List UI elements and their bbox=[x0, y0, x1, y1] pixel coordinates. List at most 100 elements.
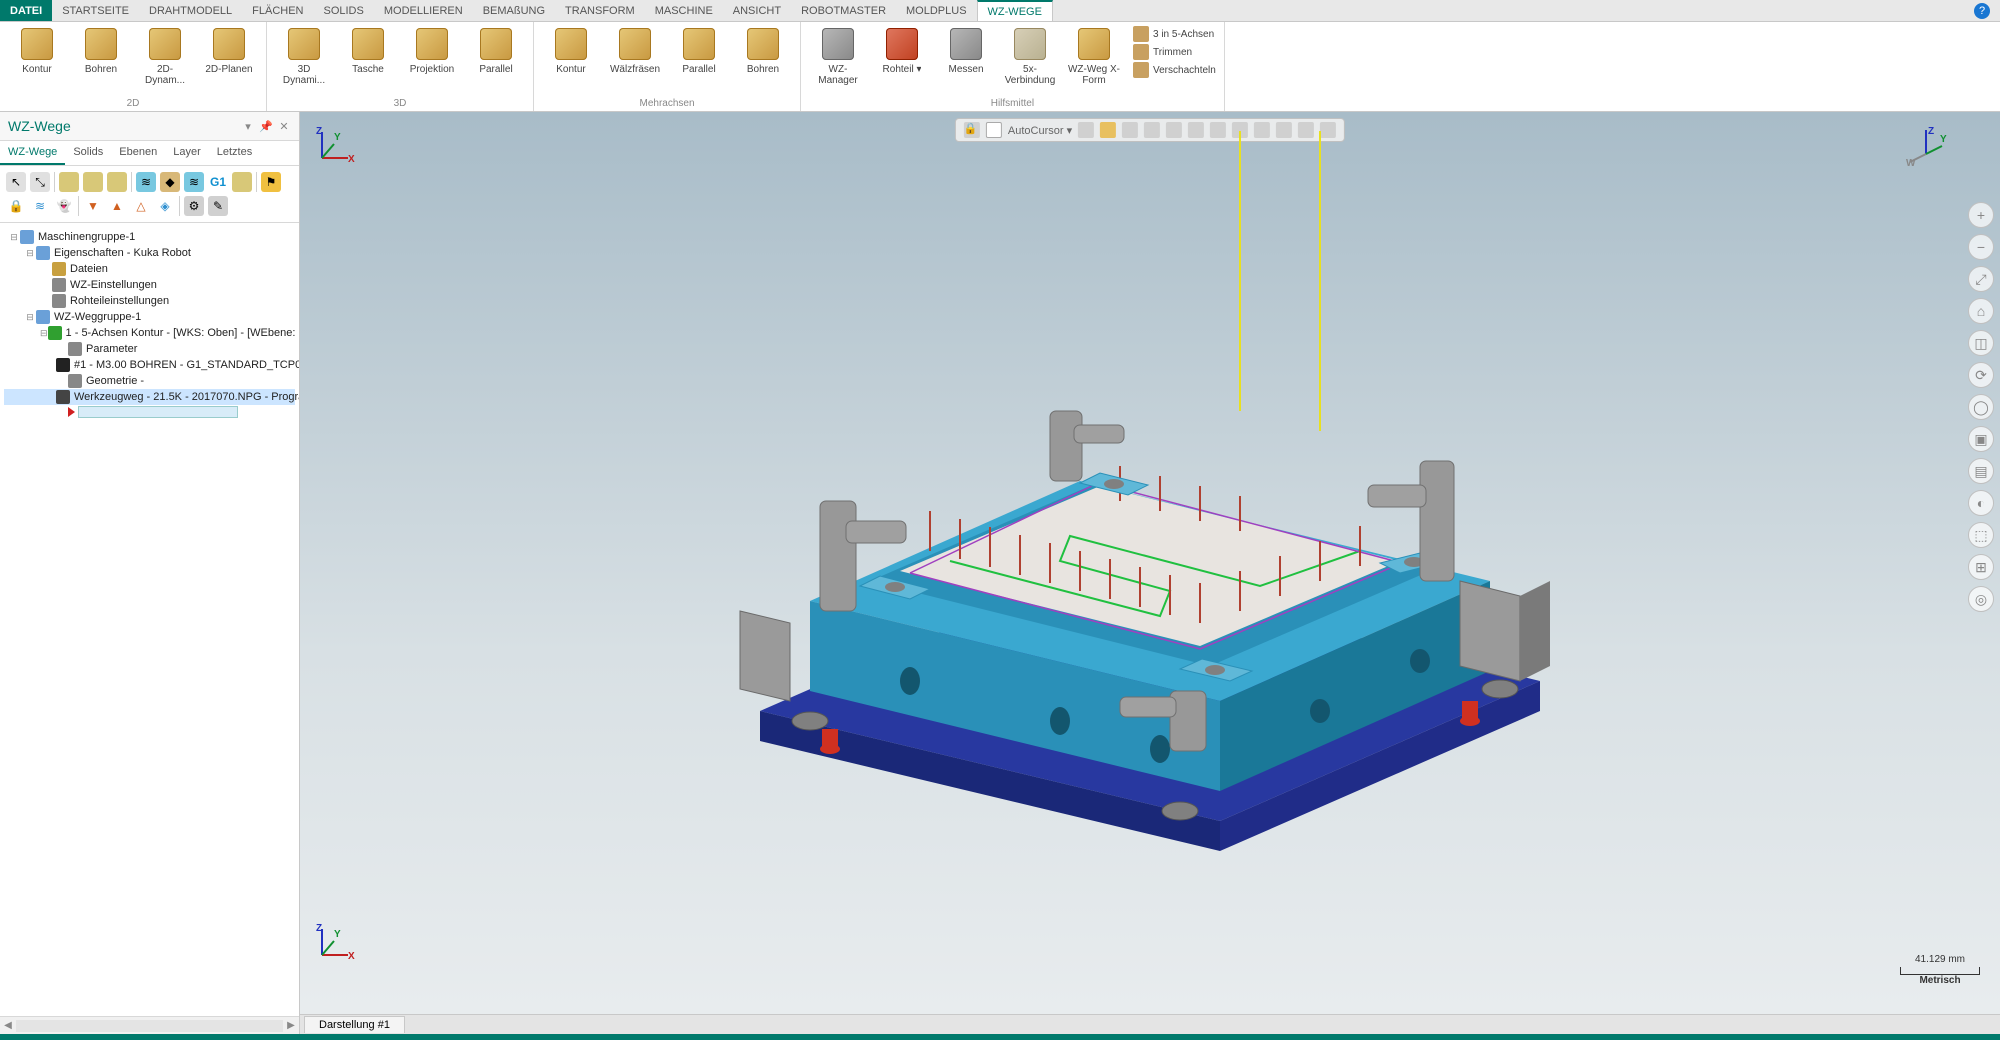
tree-row[interactable]: Rohteileinstellungen bbox=[4, 293, 295, 309]
tree-row[interactable]: ⊟Eigenschaften - Kuka Robot bbox=[4, 245, 295, 261]
tree-row[interactable]: Werkzeugweg - 21.5K - 2017070.NPG - Prog… bbox=[4, 389, 295, 405]
tb-tool3-icon[interactable] bbox=[107, 172, 127, 192]
tree-row[interactable]: Parameter bbox=[4, 341, 295, 357]
right-tool-1[interactable]: − bbox=[1968, 234, 1994, 260]
right-tool-8[interactable]: ▤ bbox=[1968, 458, 1994, 484]
tree-expand-icon[interactable]: ⊟ bbox=[40, 328, 48, 339]
viewport-tab-1[interactable]: Darstellung #1 bbox=[304, 1016, 405, 1033]
sidebar-close-icon[interactable]: ✕ bbox=[277, 119, 291, 133]
tt-cursor-icon[interactable] bbox=[986, 122, 1002, 138]
tt-i6-icon[interactable] bbox=[1188, 122, 1204, 138]
tb-flag-icon[interactable]: ⚑ bbox=[261, 172, 281, 192]
sidebar-tab-layer[interactable]: Layer bbox=[165, 141, 209, 165]
menu-tab-maschine[interactable]: MASCHINE bbox=[645, 0, 723, 21]
tb-wave1-icon[interactable]: ≋ bbox=[136, 172, 156, 192]
ribbon-btn-bohren[interactable]: Bohren bbox=[72, 26, 130, 75]
right-tool-10[interactable]: ⬚ bbox=[1968, 522, 1994, 548]
right-tool-11[interactable]: ⊞ bbox=[1968, 554, 1994, 580]
menu-tab-robotmaster[interactable]: ROBOTMASTER bbox=[791, 0, 896, 21]
tree-expand-icon[interactable]: ⊟ bbox=[24, 248, 36, 259]
ribbon-side-verschachteln[interactable]: Verschachteln bbox=[1133, 62, 1216, 78]
ribbon-btn-wz-weg-x-form[interactable]: WZ-Weg X-Form bbox=[1065, 26, 1123, 86]
tb-select-icon[interactable]: ↖ bbox=[6, 172, 26, 192]
ribbon-btn-2d-planen[interactable]: 2D-Planen bbox=[200, 26, 258, 75]
tb-tool4-icon[interactable] bbox=[232, 172, 252, 192]
ribbon-btn-w-lzfr-sen[interactable]: Wälzfräsen bbox=[606, 26, 664, 75]
autocursor-label[interactable]: AutoCursor ▾ bbox=[1008, 124, 1072, 137]
tb-wave4-icon[interactable]: ≋ bbox=[30, 196, 50, 216]
viewport-3d[interactable]: 🔒 AutoCursor ▾ Z X bbox=[300, 112, 2000, 1014]
right-tool-2[interactable]: ⤢ bbox=[1968, 266, 1994, 292]
sidebar-tab-ebenen[interactable]: Ebenen bbox=[111, 141, 165, 165]
tb-lock-icon[interactable]: 🔒 bbox=[6, 196, 26, 216]
tb-tri-icon[interactable]: △ bbox=[131, 196, 151, 216]
tree-row[interactable]: ⊟WZ-Weggruppe-1 bbox=[4, 309, 295, 325]
ribbon-btn-parallel[interactable]: Parallel bbox=[467, 26, 525, 75]
menu-tab-wz-wege[interactable]: WZ-WEGE bbox=[977, 0, 1053, 21]
menu-tab-flächen[interactable]: FLÄCHEN bbox=[242, 0, 313, 21]
sidebar-tab-solids[interactable]: Solids bbox=[65, 141, 111, 165]
tb-down-icon[interactable]: ▼ bbox=[83, 196, 103, 216]
menu-tab-moldplus[interactable]: MOLDPLUS bbox=[896, 0, 977, 21]
tb-tool2-icon[interactable] bbox=[83, 172, 103, 192]
tree-row[interactable]: Dateien bbox=[4, 261, 295, 277]
tb-wave2-icon[interactable]: ◆ bbox=[160, 172, 180, 192]
tt-lock-icon[interactable]: 🔒 bbox=[964, 122, 980, 138]
ribbon-btn-rohteil-[interactable]: Rohteil ▾ bbox=[873, 26, 931, 75]
ribbon-btn-2d-dynam-[interactable]: 2D-Dynam... bbox=[136, 26, 194, 86]
ribbon-btn-kontur[interactable]: Kontur bbox=[8, 26, 66, 75]
ribbon-btn-projektion[interactable]: Projektion bbox=[403, 26, 461, 75]
tb-select2-icon[interactable]: ⤡ bbox=[30, 172, 50, 192]
tb-ghost-icon[interactable]: 👻 bbox=[54, 196, 74, 216]
tree-row[interactable]: ⊟Maschinengruppe-1 bbox=[4, 229, 295, 245]
tt-i2-icon[interactable] bbox=[1100, 122, 1116, 138]
tt-i3-icon[interactable] bbox=[1122, 122, 1138, 138]
sidebar-tab-wz-wege[interactable]: WZ-Wege bbox=[0, 141, 65, 165]
tree-expand-icon[interactable]: ⊟ bbox=[24, 312, 36, 323]
menu-tab-bemaßung[interactable]: BEMAßUNG bbox=[473, 0, 555, 21]
right-tool-0[interactable]: + bbox=[1968, 202, 1994, 228]
ribbon-btn-5x-verbindung[interactable]: 5x-Verbindung bbox=[1001, 26, 1059, 86]
sidebar-dropdown-icon[interactable]: ▾ bbox=[241, 119, 255, 133]
menu-tab-solids[interactable]: SOLIDS bbox=[313, 0, 373, 21]
tb-misc2-icon[interactable]: ✎ bbox=[208, 196, 228, 216]
sidebar-hscroll[interactable]: ◀▶ bbox=[0, 1016, 299, 1034]
tb-diamond-icon[interactable]: ◈ bbox=[155, 196, 175, 216]
right-tool-12[interactable]: ◎ bbox=[1968, 586, 1994, 612]
ribbon-btn-wz-manager[interactable]: WZ-Manager bbox=[809, 26, 867, 86]
right-tool-9[interactable]: ◐ bbox=[1968, 490, 1994, 516]
tb-g1-icon[interactable]: G1 bbox=[208, 172, 228, 192]
sidebar-tab-letztes[interactable]: Letztes bbox=[209, 141, 260, 165]
tt-i9-icon[interactable] bbox=[1254, 122, 1270, 138]
tree-expand-icon[interactable]: ⊟ bbox=[8, 232, 20, 243]
tt-i1-icon[interactable] bbox=[1078, 122, 1094, 138]
right-tool-6[interactable]: ◯ bbox=[1968, 394, 1994, 420]
right-tool-3[interactable]: ⌂ bbox=[1968, 298, 1994, 324]
tb-up-icon[interactable]: ▲ bbox=[107, 196, 127, 216]
tree-row[interactable] bbox=[4, 405, 295, 419]
menu-tab-transform[interactable]: TRANSFORM bbox=[555, 0, 645, 21]
menu-tab-file[interactable]: DATEI bbox=[0, 0, 52, 21]
ribbon-side-3-in-5-achsen[interactable]: 3 in 5-Achsen bbox=[1133, 26, 1216, 42]
tree-row[interactable]: #1 - M3.00 BOHREN - G1_STANDARD_TCP0MM bbox=[4, 357, 295, 373]
tb-misc1-icon[interactable]: ⚙ bbox=[184, 196, 204, 216]
menu-tab-drahtmodell[interactable]: DRAHTMODELL bbox=[139, 0, 242, 21]
tt-i7-icon[interactable] bbox=[1210, 122, 1226, 138]
ribbon-btn-tasche[interactable]: Tasche bbox=[339, 26, 397, 75]
right-tool-7[interactable]: ▣ bbox=[1968, 426, 1994, 452]
right-tool-5[interactable]: ⟳ bbox=[1968, 362, 1994, 388]
help-icon[interactable]: ? bbox=[1974, 3, 1990, 19]
tt-i5-icon[interactable] bbox=[1166, 122, 1182, 138]
tt-i10-icon[interactable] bbox=[1276, 122, 1292, 138]
tt-i11-icon[interactable] bbox=[1298, 122, 1314, 138]
menu-tab-startseite[interactable]: STARTSEITE bbox=[52, 0, 139, 21]
ribbon-btn-kontur[interactable]: Kontur bbox=[542, 26, 600, 75]
ribbon-btn-3d-dynami-[interactable]: 3D Dynami... bbox=[275, 26, 333, 86]
tree-row[interactable]: ⊟1 - 5-Achsen Kontur - [WKS: Oben] - [WE… bbox=[4, 325, 295, 341]
tree-row[interactable]: Geometrie - bbox=[4, 373, 295, 389]
sidebar-pin-icon[interactable]: 📌 bbox=[259, 119, 273, 133]
tb-tool1-icon[interactable] bbox=[59, 172, 79, 192]
tb-wave3-icon[interactable]: ≋ bbox=[184, 172, 204, 192]
menu-tab-modellieren[interactable]: MODELLIEREN bbox=[374, 0, 473, 21]
ribbon-btn-parallel[interactable]: Parallel bbox=[670, 26, 728, 75]
